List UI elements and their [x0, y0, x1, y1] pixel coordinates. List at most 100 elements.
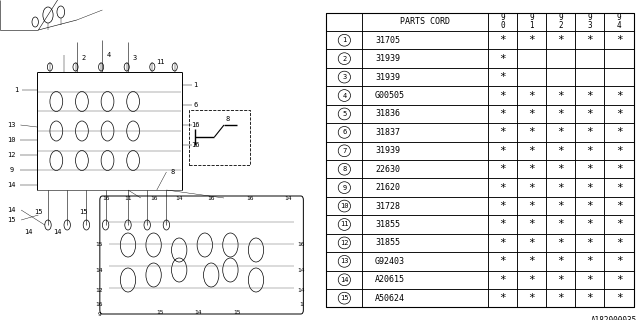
- Bar: [575, 270, 605, 289]
- Text: 14: 14: [340, 277, 349, 283]
- Text: *: *: [586, 201, 593, 211]
- Text: *: *: [586, 293, 593, 303]
- Text: 4: 4: [107, 52, 111, 58]
- Text: A182000035: A182000035: [591, 316, 637, 320]
- Text: 14: 14: [53, 229, 62, 235]
- Bar: [575, 105, 605, 123]
- Bar: [517, 68, 546, 86]
- Text: 11: 11: [124, 196, 132, 201]
- Bar: [517, 50, 546, 68]
- Text: *: *: [616, 35, 623, 45]
- Bar: [326, 31, 362, 50]
- Text: *: *: [586, 109, 593, 119]
- Text: 31837: 31837: [375, 128, 400, 137]
- Bar: [605, 234, 634, 252]
- Bar: [575, 197, 605, 215]
- Text: 31939: 31939: [375, 54, 400, 63]
- Text: *: *: [586, 183, 593, 193]
- Bar: [326, 289, 362, 308]
- Text: 16: 16: [246, 196, 253, 201]
- Text: 9
2: 9 2: [559, 13, 563, 30]
- Bar: [362, 252, 488, 270]
- Text: 9
4: 9 4: [617, 13, 621, 30]
- Text: 12: 12: [7, 152, 16, 158]
- Bar: [362, 86, 488, 105]
- Text: G00505: G00505: [375, 91, 405, 100]
- Bar: [605, 105, 634, 123]
- Text: 15: 15: [156, 309, 164, 315]
- Bar: [575, 31, 605, 50]
- Text: 1: 1: [342, 37, 346, 43]
- Bar: [605, 215, 634, 234]
- Bar: [326, 197, 362, 215]
- Text: 8: 8: [225, 116, 229, 122]
- Bar: [575, 12, 605, 31]
- Bar: [326, 50, 362, 68]
- Text: *: *: [616, 201, 623, 211]
- Bar: [517, 270, 546, 289]
- Text: *: *: [557, 35, 564, 45]
- Text: *: *: [616, 293, 623, 303]
- Text: 14: 14: [7, 207, 16, 213]
- Bar: [605, 252, 634, 270]
- Text: *: *: [528, 164, 535, 174]
- Text: *: *: [528, 238, 535, 248]
- Text: *: *: [557, 220, 564, 229]
- Text: 11: 11: [340, 221, 349, 228]
- Bar: [326, 270, 362, 289]
- Text: A20615: A20615: [375, 275, 405, 284]
- Text: 3: 3: [342, 74, 346, 80]
- Bar: [605, 12, 634, 31]
- Bar: [326, 105, 362, 123]
- Text: *: *: [616, 183, 623, 193]
- Text: 6: 6: [342, 129, 346, 135]
- Bar: [517, 12, 546, 31]
- Bar: [546, 234, 575, 252]
- Bar: [575, 160, 605, 179]
- Text: *: *: [499, 91, 506, 100]
- Text: 15: 15: [79, 209, 88, 215]
- Text: *: *: [616, 275, 623, 285]
- Bar: [488, 86, 517, 105]
- Bar: [575, 50, 605, 68]
- Bar: [575, 234, 605, 252]
- Bar: [605, 197, 634, 215]
- Text: 12: 12: [95, 287, 103, 292]
- Text: 31705: 31705: [375, 36, 400, 45]
- Bar: [546, 123, 575, 141]
- Bar: [605, 50, 634, 68]
- Text: 9
0: 9 0: [500, 13, 505, 30]
- Text: 1: 1: [299, 302, 303, 308]
- Text: PARTS CORD: PARTS CORD: [400, 17, 450, 26]
- Text: *: *: [528, 91, 535, 100]
- Text: G92403: G92403: [375, 257, 405, 266]
- Bar: [488, 234, 517, 252]
- Text: *: *: [616, 220, 623, 229]
- Text: 8: 8: [171, 169, 175, 175]
- Text: 4: 4: [342, 92, 346, 99]
- Bar: [362, 215, 488, 234]
- Bar: [326, 12, 362, 31]
- Text: 14: 14: [7, 182, 16, 188]
- Bar: [575, 86, 605, 105]
- Bar: [488, 160, 517, 179]
- Text: 15: 15: [340, 295, 349, 301]
- Bar: [575, 252, 605, 270]
- Bar: [546, 68, 575, 86]
- Bar: [488, 289, 517, 308]
- Text: *: *: [528, 220, 535, 229]
- Text: 31728: 31728: [375, 202, 400, 211]
- Bar: [488, 179, 517, 197]
- Text: 8: 8: [342, 166, 346, 172]
- Bar: [517, 234, 546, 252]
- Text: *: *: [557, 256, 564, 266]
- Bar: [605, 179, 634, 197]
- Bar: [575, 289, 605, 308]
- Text: 31855: 31855: [375, 238, 400, 247]
- Text: 16: 16: [150, 196, 157, 201]
- Text: *: *: [616, 127, 623, 137]
- Text: *: *: [586, 164, 593, 174]
- Text: 14: 14: [24, 229, 33, 235]
- Bar: [546, 12, 575, 31]
- Text: 9: 9: [342, 185, 346, 191]
